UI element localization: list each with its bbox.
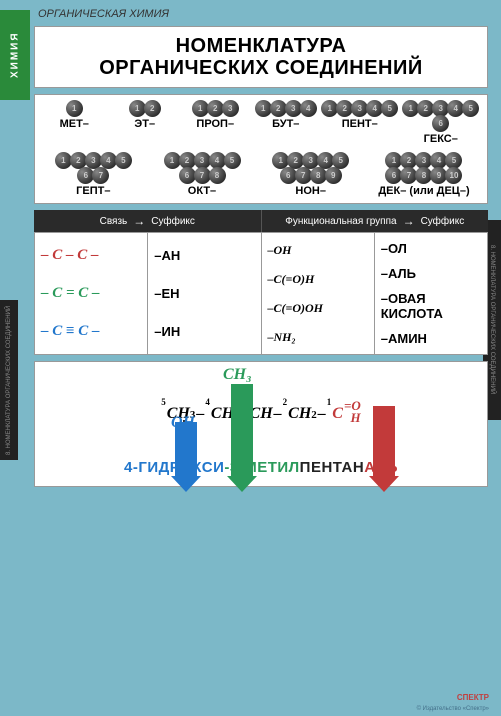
- prefix-item: 12345 ПЕНТ–: [322, 101, 397, 145]
- carbon-ball: 6: [179, 167, 196, 184]
- bond-type: – C – C –: [41, 247, 141, 264]
- suffix-label: –ОВАЯ КИСЛОТА: [381, 291, 481, 321]
- carbon-ball: 2: [144, 100, 161, 117]
- compound-name: 4-ГИДРОКСИ-3-МЕТИЛПЕНТАНАЛЬ: [43, 459, 479, 476]
- carbon-ball: 5: [115, 152, 132, 169]
- carbon-ball: 7: [194, 167, 211, 184]
- carbon-ball: 5: [224, 152, 241, 169]
- suffix-label: –ЕН: [154, 286, 254, 301]
- col-bonds: – C – C – – C = C – – C ≡ C –: [35, 233, 148, 354]
- prefix-label: ЭТ–: [134, 118, 155, 130]
- carbon-ball: 7: [92, 167, 109, 184]
- mapping-arrow: [373, 406, 395, 492]
- carbon-chain: 12: [130, 101, 160, 116]
- bond-type: – C = C –: [41, 285, 141, 302]
- prefix-item: 12 ЭТ–: [111, 101, 179, 145]
- functional-group: –NH₂: [268, 331, 368, 343]
- title-line-1: НОМЕНКЛАТУРА: [43, 35, 479, 57]
- carbon-ball: 10: [445, 167, 462, 184]
- prefix-item: 12345678ОКТ–: [161, 153, 243, 197]
- functional-group: –C(=O)OH: [268, 302, 368, 314]
- carbon-chain: 123456: [400, 101, 482, 131]
- prefix-label: МЕТ–: [60, 118, 89, 130]
- example-panel: CH₃ 5CH3 – 4CH – 3CH – 2CH2 – 1 C =O H O…: [34, 361, 488, 487]
- functional-group: –C(=O)H: [268, 273, 368, 285]
- col-bond-suffixes: –АН –ЕН –ИН: [148, 233, 261, 354]
- arrow-icon: →: [133, 214, 145, 228]
- carbon-ball: 9: [325, 167, 342, 184]
- prefix-label: НОН–: [295, 185, 326, 197]
- carbon-chain: 1: [67, 101, 82, 116]
- col-groups: –OH –C(=O)H –C(=O)OH –NH₂: [262, 233, 375, 354]
- carbon-chain: 1234: [256, 101, 316, 116]
- prefix-label: ДЕК– (или ДЕЦ–): [378, 185, 469, 197]
- carbon-ball: 8: [209, 167, 226, 184]
- prefix-label: ПЕНТ–: [342, 118, 378, 130]
- name-segment: ПЕНТАН: [300, 459, 365, 476]
- carbon-chain: 123: [193, 101, 238, 116]
- prefix-item: 123456789 НОН–: [270, 153, 352, 197]
- side-strip-left: 8. НОМЕНКЛАТУРА ОРГАНИЧЕСКИХ СОЕДИНЕНИЙ: [0, 300, 18, 460]
- prefix-label: ГЕПТ–: [76, 185, 110, 197]
- suffix-label: –АМИН: [381, 331, 481, 346]
- bond-type: – C ≡ C –: [41, 323, 141, 340]
- hdr-bond: Связь→Суффикс: [34, 210, 262, 232]
- prefix-item: 1234 БУТ–: [252, 101, 320, 145]
- brand-logo: СПЕКТР: [457, 693, 489, 702]
- carbon-chain: 12345678910: [383, 153, 465, 183]
- name-segment: 4-: [124, 459, 138, 476]
- prefix-label: ПРОП–: [196, 118, 234, 130]
- suffix-header: Связь→Суффикс Функциональная группа→Суфф…: [34, 210, 488, 232]
- subject-label: ОРГАНИЧЕСКАЯ ХИМИЯ: [38, 8, 488, 20]
- carbon-chain: 12345: [322, 101, 397, 116]
- col-group-suffixes: –ОЛ –АЛЬ –ОВАЯ КИСЛОТА –АМИН: [375, 233, 487, 354]
- suffix-block: Связь→Суффикс Функциональная группа→Суфф…: [34, 210, 488, 355]
- prefix-item: 1 МЕТ–: [40, 101, 108, 145]
- suffix-label: –АН: [154, 248, 254, 263]
- footer-text: © Издательство «Спектр»: [417, 706, 489, 712]
- functional-group: –OH: [268, 244, 368, 256]
- carbon-ball: 5: [381, 100, 398, 117]
- title-panel: НОМЕНКЛАТУРА ОРГАНИЧЕСКИХ СОЕДИНЕНИЙ: [34, 26, 488, 88]
- carbon-ball: 6: [432, 115, 449, 132]
- title-line-2: ОРГАНИЧЕСКИХ СОЕДИНЕНИЙ: [43, 57, 479, 79]
- hdr-group: Функциональная группа→Суффикс: [262, 210, 489, 232]
- carbon-chain: 1234567: [52, 153, 134, 183]
- arrow-icon: →: [403, 214, 415, 228]
- carbon-chain: 123456789: [270, 153, 352, 183]
- prefix-label: БУТ–: [272, 118, 299, 130]
- prefix-item: 123 ПРОП–: [181, 101, 249, 145]
- prefix-label: ГЕКС–: [424, 133, 458, 145]
- page: ОРГАНИЧЕСКАЯ ХИМИЯ НОМЕНКЛАТУРА ОРГАНИЧЕ…: [34, 8, 488, 487]
- carbon-ball: 3: [222, 100, 239, 117]
- carbon-ball: 4: [300, 100, 317, 117]
- side-tab-chemistry: ХИМИЯ: [0, 10, 30, 100]
- carbon-ball: 1: [164, 152, 181, 169]
- carbon-ball: 1: [66, 100, 83, 117]
- prefix-item: 123456 ГЕКС–: [400, 101, 482, 145]
- suffix-label: –АЛЬ: [381, 266, 481, 281]
- prefix-item: 1234567 ГЕПТ–: [52, 153, 134, 197]
- suffix-label: –ИН: [154, 324, 254, 339]
- structural-formula: 5CH3 – 4CH – 3CH – 2CH2 – 1 C =O H: [43, 372, 479, 423]
- carbon-ball: 5: [462, 100, 479, 117]
- suffix-label: –ОЛ: [381, 241, 481, 256]
- prefix-label: ОКТ–: [188, 185, 216, 197]
- carbon-chain: 12345678: [161, 153, 243, 183]
- prefix-panel: 1МЕТ–12ЭТ–123ПРОП–1234БУТ–12345ПЕНТ–1234…: [34, 94, 488, 204]
- mapping-arrow: [231, 384, 253, 492]
- prefix-item: 12345678910 ДЕК– (или ДЕЦ–): [378, 153, 469, 197]
- mapping-arrow: [175, 422, 197, 492]
